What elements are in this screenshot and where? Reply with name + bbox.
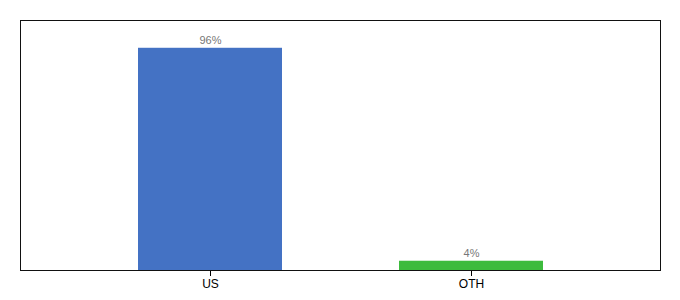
svg-text:4%: 4% — [464, 247, 480, 259]
svg-text:OTH: OTH — [459, 277, 484, 291]
svg-text:96%: 96% — [199, 34, 221, 46]
svg-text:US: US — [202, 277, 219, 291]
